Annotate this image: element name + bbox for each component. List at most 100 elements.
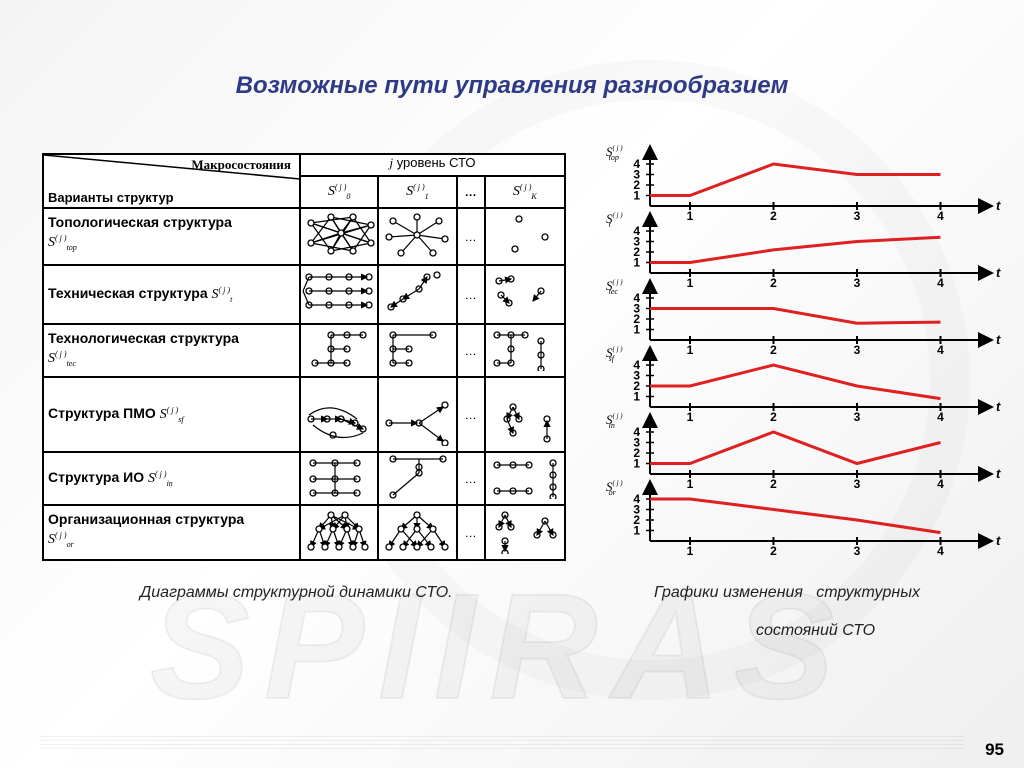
- structure-cell: [298, 264, 380, 325]
- state-header-3: S( j )K: [483, 175, 567, 209]
- symbol-sup: ( j ): [334, 182, 347, 192]
- graph-symbol-base: S: [606, 144, 613, 159]
- caption-right-line2: состояний СТО: [756, 622, 876, 639]
- row-label-text: Технологическая структура: [48, 330, 239, 346]
- x-axis-label: t: [996, 265, 1001, 280]
- structure-cell: [298, 376, 380, 453]
- structure-cell: [483, 504, 567, 561]
- table-row: Техническая структура S( j )t…: [42, 264, 567, 325]
- graph-symbol-sup: ( j ): [613, 479, 624, 487]
- structure-cell: [483, 376, 567, 453]
- state-graphs: 1 2 3 4 t 1 2 3 4 S( j ) top 1 2 3 4 t 1 2 3 4 S( j ) t 1 2 3 4 t 1…: [604, 140, 1014, 565]
- structure-cell: [377, 451, 458, 506]
- symbol-sup: ( j ): [218, 285, 231, 295]
- y-tick-label: 3: [633, 168, 640, 182]
- structure-graph: [307, 511, 369, 551]
- x-tick-label: 3: [854, 544, 861, 558]
- y-tick-label: 3: [633, 369, 640, 383]
- structure-graph: [385, 213, 450, 257]
- row-label-text: Структура ПМО: [48, 404, 156, 421]
- structure-symbol: S( j )t: [212, 285, 233, 304]
- structure-graph: [387, 271, 442, 311]
- symbol-sup: ( j ): [155, 469, 167, 479]
- x-tick-label: 4: [937, 544, 944, 558]
- structure-cell: [483, 264, 567, 325]
- symbol-sub: t: [230, 294, 233, 304]
- x-tick-label: 2: [770, 410, 777, 424]
- row-label-text: Техническая структура: [48, 284, 208, 301]
- x-axis-label: t: [996, 466, 1001, 481]
- structure-graph: [311, 331, 367, 367]
- x-tick-label: 3: [854, 343, 861, 357]
- structure-cell: [377, 376, 458, 453]
- symbol-sub: sf: [178, 414, 184, 424]
- x-tick-label: 4: [937, 410, 944, 424]
- structure-table: Макросостояния Варианты структур j урове…: [42, 153, 567, 561]
- graph-symbol-sup: ( j ): [613, 412, 624, 420]
- table-row: Топологическая структура S( j )top…: [42, 207, 567, 266]
- series-line-in: [650, 430, 941, 466]
- graph-symbol-sub: sf: [609, 354, 616, 363]
- structure-symbol: S( j )in: [148, 469, 173, 487]
- graph-symbol-base: S: [606, 412, 613, 427]
- symbol-sup: ( j ): [55, 530, 67, 540]
- y-tick-label: 4: [633, 358, 640, 372]
- symbol-sub: or: [66, 539, 74, 549]
- graph-symbol-sup: ( j ): [613, 144, 624, 152]
- y-tick-label: 1: [633, 524, 640, 538]
- graph-symbol: S( j ) in: [606, 412, 623, 430]
- row-label-sf: Структура ПМО S( j )sf: [42, 376, 301, 453]
- y-tick-label: 1: [633, 457, 640, 471]
- structure-cell: [483, 323, 567, 378]
- symbol-base: S: [159, 406, 167, 422]
- x-tick-label: 1: [687, 343, 694, 357]
- structure-symbol: S( j )0: [328, 182, 351, 201]
- graph-symbol-sub: tec: [609, 287, 619, 296]
- series-line-sf: [650, 363, 941, 401]
- y-tick-label: 2: [633, 312, 640, 326]
- row-label-in: Структура ИО S( j )in: [42, 451, 301, 506]
- graph-symbol-sub: or: [609, 488, 617, 497]
- structure-cell: …: [455, 207, 486, 266]
- row-label-or: Организационная структура S( j )or: [42, 504, 301, 561]
- x-tick-label: 1: [687, 276, 694, 290]
- x-tick-label: 2: [770, 343, 777, 357]
- y-tick-label: 1: [633, 323, 640, 337]
- x-tick-label: 3: [854, 276, 861, 290]
- row-label-text: Структура ИО: [48, 468, 145, 485]
- graph-symbol-sup: ( j ): [613, 211, 624, 219]
- symbol-sub: tec: [66, 358, 76, 368]
- state-header-2: …: [455, 175, 486, 209]
- y-tick-label: 4: [633, 425, 640, 439]
- graph-symbol-sub: in: [609, 421, 615, 430]
- y-tick-label: 4: [633, 157, 640, 171]
- structure-graph: [309, 459, 361, 497]
- x-axis-label: t: [996, 198, 1001, 213]
- structure-graph: [511, 215, 549, 253]
- y-tick-label: 3: [633, 235, 640, 249]
- caption-right-line1: Графики изменения структурных: [654, 584, 920, 601]
- symbol-base: S: [48, 531, 55, 547]
- y-tick-label: 2: [633, 379, 640, 393]
- row-label-t: Техническая структура S( j )t: [42, 264, 301, 325]
- symbol-base: S: [48, 350, 55, 366]
- graph-symbol-base: S: [606, 211, 613, 226]
- symbol-base: S: [406, 184, 414, 200]
- structure-symbol: S( j )top: [48, 233, 77, 251]
- structure-cell: [377, 264, 458, 325]
- x-tick-label: 4: [937, 477, 944, 491]
- structure-graph: [385, 511, 450, 551]
- symbol-base: S: [512, 184, 520, 200]
- table-row: Организационная структура S( j )or…: [42, 504, 567, 561]
- x-tick-label: 2: [770, 209, 777, 223]
- decorative-lines: [40, 736, 964, 752]
- y-tick-label: 2: [633, 513, 640, 527]
- x-tick-label: 4: [937, 209, 944, 223]
- graph-symbol-base: S: [606, 479, 613, 494]
- table-row: Технологическая структура S( j )tec…: [42, 323, 567, 378]
- structure-cell: [377, 504, 458, 561]
